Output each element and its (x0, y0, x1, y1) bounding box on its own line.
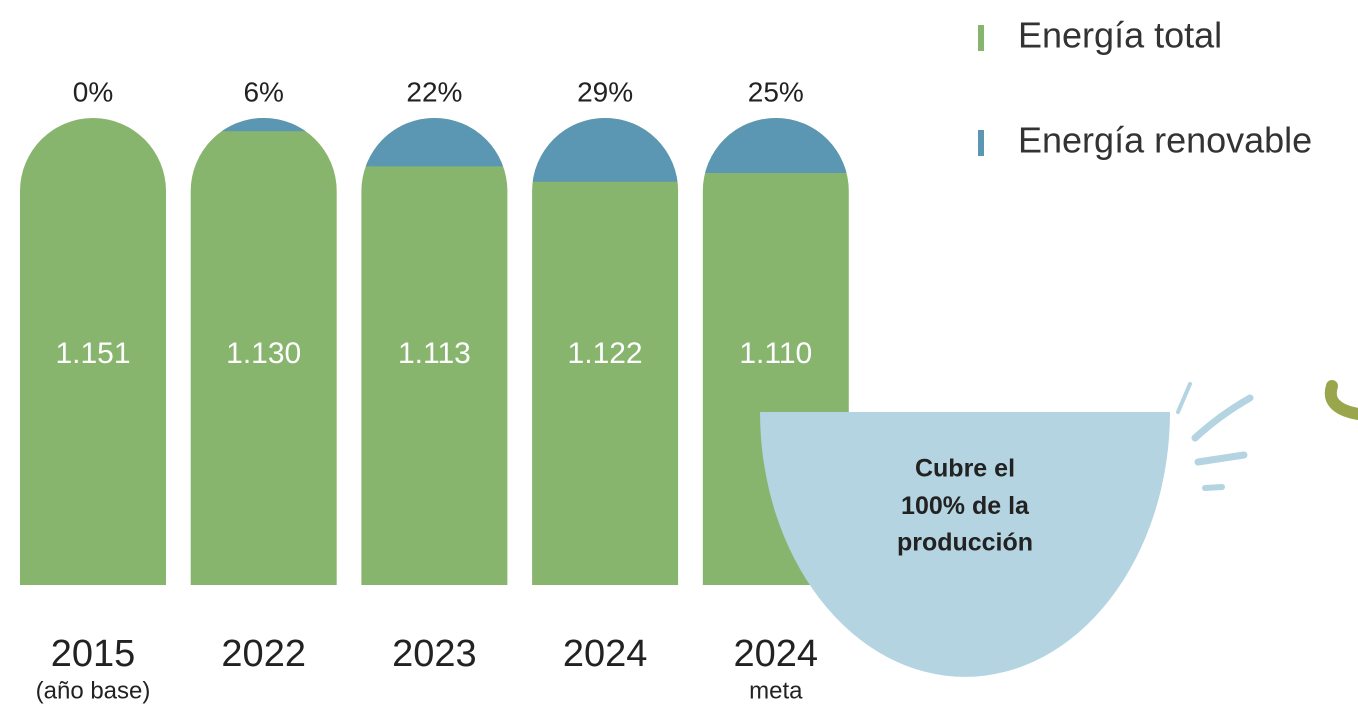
x-tick-label: 2015 (51, 633, 136, 675)
value-label: 1.130 (226, 337, 301, 370)
callout-text: de la (972, 492, 1030, 520)
callout-shape (760, 412, 1170, 677)
legend-label: Energía total (1018, 15, 1222, 56)
callout-space (965, 492, 972, 520)
bar-total (20, 118, 166, 585)
callout-text: producción (897, 529, 1033, 557)
bar-total (361, 118, 508, 585)
bar-renewable (361, 118, 508, 167)
legend-swatch (978, 25, 984, 51)
value-label: 1.151 (55, 337, 130, 370)
bar-renewable (190, 118, 337, 132)
callout-stroke (1176, 382, 1192, 414)
callout-stroke (1191, 394, 1254, 442)
callout: Cubre el 100% de la producción (760, 380, 1358, 677)
bar-renewable (532, 118, 679, 182)
x-tick-sublabel: meta (749, 677, 803, 704)
x-tick-label: 2024 (563, 633, 648, 675)
percent-label: 0% (73, 76, 113, 107)
decoration (1324, 380, 1358, 420)
percent-label: 22% (406, 76, 462, 107)
value-label: 1.110 (739, 337, 812, 370)
percent-label: 29% (577, 76, 633, 107)
callout-stroke (1194, 451, 1248, 466)
bar-renewable (702, 118, 849, 173)
bar-total (190, 118, 337, 585)
value-label: 1.122 (568, 337, 643, 370)
x-tick-label: 2022 (221, 633, 306, 675)
percent-label: 6% (243, 76, 283, 107)
callout-emphasis: 100% (901, 492, 965, 520)
x-tick-sublabel: (año base) (36, 677, 151, 704)
legend-swatch (978, 130, 984, 156)
callout-text: 100% de la (901, 492, 1030, 520)
legend-label: Energía renovable (1018, 120, 1312, 161)
callout-text: Cubre el (915, 455, 1015, 483)
x-tick-label: 2023 (392, 633, 477, 675)
x-tick-label: 2024 (734, 633, 819, 675)
bar-total (532, 118, 679, 585)
percent-label: 25% (748, 76, 804, 107)
callout-stroke (1202, 484, 1225, 491)
value-label: 1.113 (398, 337, 471, 370)
